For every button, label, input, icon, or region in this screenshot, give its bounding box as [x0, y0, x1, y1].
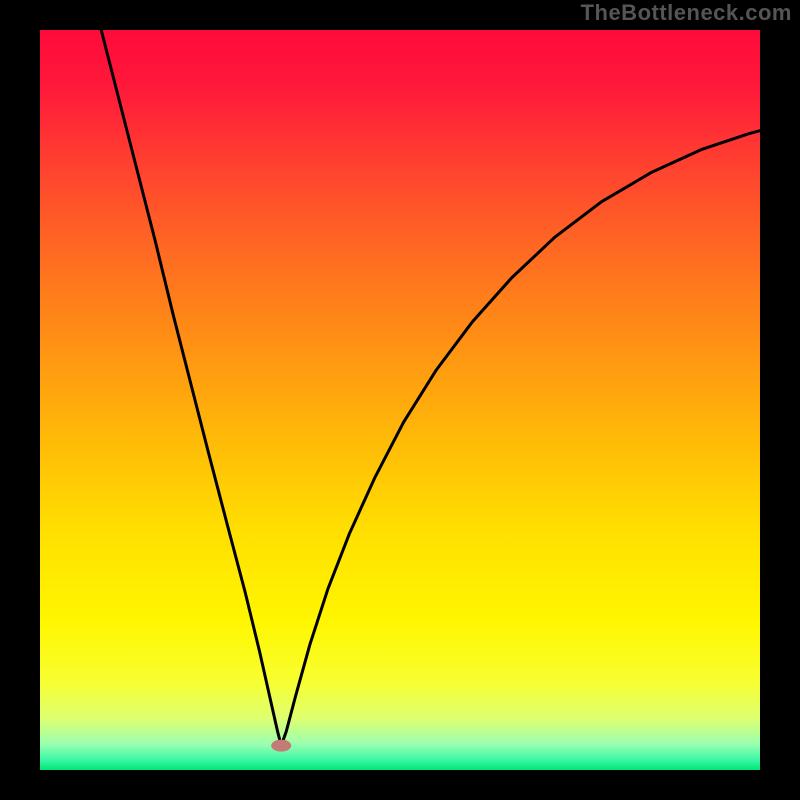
optimal-point-marker — [271, 740, 291, 752]
chart-stage: TheBottleneck.com — [0, 0, 800, 800]
bottleneck-chart — [0, 0, 800, 800]
plot-background — [40, 30, 760, 770]
watermark-label: TheBottleneck.com — [581, 0, 792, 26]
